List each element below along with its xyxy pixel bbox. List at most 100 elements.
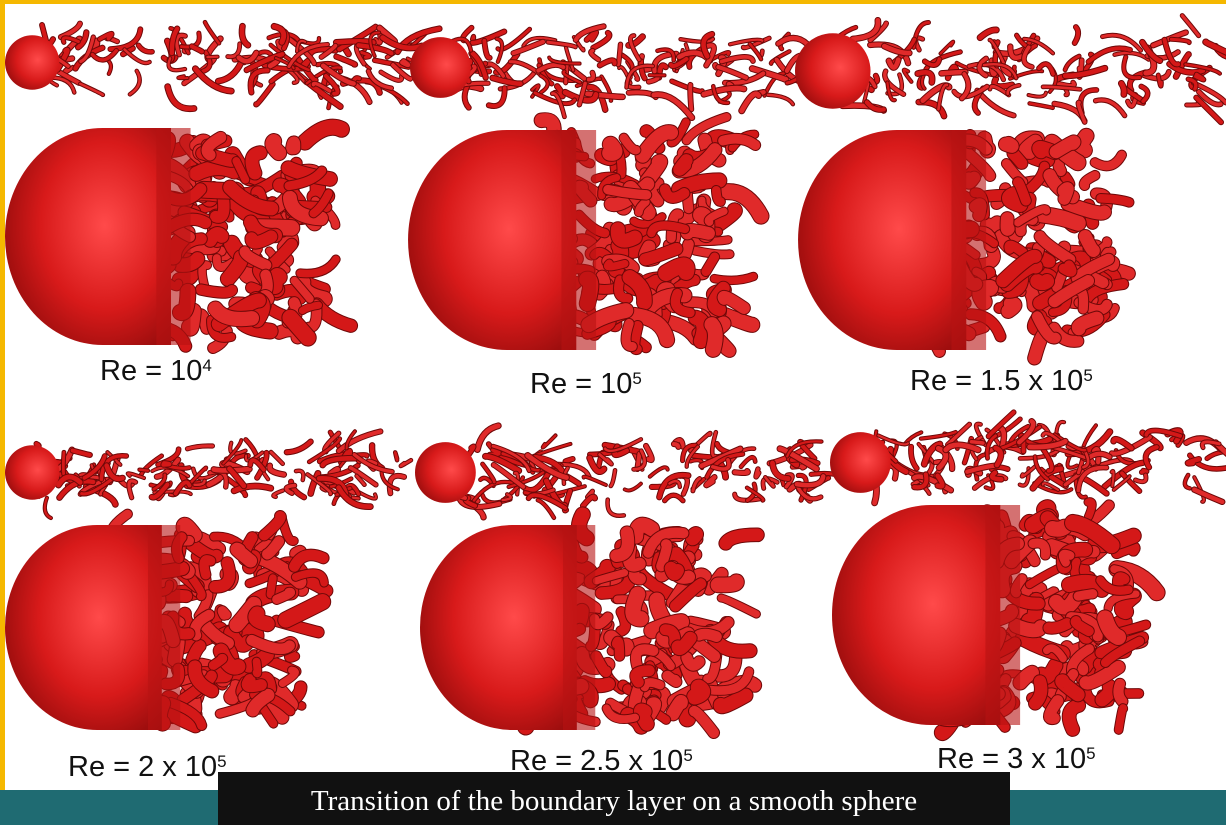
vortex: [192, 646, 200, 660]
vortex: [687, 230, 709, 233]
vortex: [735, 471, 748, 473]
caption: Transition of the boundary layer on a sm…: [311, 785, 917, 817]
vortex: [1007, 219, 1008, 230]
vortex: [673, 701, 681, 713]
vortex: [1006, 144, 1012, 147]
label-exponent: 5: [217, 752, 226, 771]
vortex: [1035, 681, 1041, 703]
vortex: [1049, 624, 1067, 628]
vortex: [987, 223, 997, 227]
vortex: [1080, 291, 1084, 309]
label-exponent: 5: [632, 369, 641, 388]
vortex: [273, 141, 279, 152]
vortex: [718, 582, 737, 585]
vortex: [1121, 83, 1124, 94]
label-base: Re = 10: [530, 368, 632, 400]
transition-band: [156, 128, 190, 345]
vortex: [683, 244, 688, 255]
sphere: [415, 442, 476, 503]
transition-band: [148, 525, 180, 730]
vortex: [1057, 272, 1063, 287]
vortex: [472, 36, 473, 39]
vortex: [610, 144, 615, 153]
sphere: [830, 432, 891, 493]
vortex: [222, 611, 226, 616]
vortex: [1053, 527, 1065, 529]
vortex: [1037, 281, 1047, 283]
vortex: [696, 318, 704, 341]
vortex: [140, 470, 148, 471]
vortex: [197, 168, 235, 174]
vortex: [633, 594, 641, 619]
vortex: [257, 662, 258, 674]
vortex: [1081, 136, 1086, 150]
sphere: [410, 37, 471, 98]
vortex: [292, 143, 294, 149]
transition-band: [561, 130, 596, 350]
reynolds-label: Re = 3 x 105: [937, 743, 1096, 775]
vortex: [666, 265, 686, 273]
label-exponent: 4: [202, 356, 211, 375]
label-exponent: 5: [683, 746, 692, 765]
vortex: [237, 549, 251, 561]
vortex: [395, 452, 397, 460]
vortex: [693, 534, 696, 538]
label-exponent: 5: [1083, 366, 1092, 385]
reynolds-label: Re = 2 x 105: [68, 751, 227, 783]
reynolds-label: Re = 2.5 x 105: [510, 745, 693, 777]
vortex: [617, 641, 620, 656]
wake-closeup: [408, 117, 761, 351]
sphere: [795, 33, 871, 109]
vortex: [1080, 60, 1082, 72]
vortex: [163, 463, 169, 465]
vortex: [671, 568, 677, 574]
label-base: Re = 2.5 x 10: [510, 745, 683, 777]
vortex: [657, 600, 664, 620]
vortex: [210, 234, 222, 241]
vortex: [618, 44, 620, 64]
label-base: Re = 2 x 10: [68, 751, 217, 783]
vortex: [645, 682, 660, 686]
vortex: [201, 290, 232, 293]
vortex: [679, 160, 686, 169]
slide: Transition of the boundary layer on a sm…: [0, 0, 1226, 825]
vortex: [252, 237, 272, 243]
vortex: [608, 263, 625, 266]
vortex: [1101, 198, 1129, 202]
vortex: [695, 687, 702, 696]
reynolds-label: Re = 104: [100, 355, 212, 387]
vortex: [687, 658, 699, 666]
label-base: Re = 10: [100, 355, 202, 387]
vortex: [1118, 684, 1122, 702]
vortex: [1013, 153, 1022, 163]
sphere: [5, 445, 59, 499]
left-border: [0, 0, 5, 825]
vortex: [1042, 215, 1078, 223]
transition-band: [563, 525, 595, 730]
vortex: [641, 710, 647, 724]
vortex: [270, 578, 272, 594]
vortex: [971, 442, 983, 443]
vortex: [595, 617, 608, 624]
vortex: [247, 680, 261, 687]
vortex: [1063, 554, 1070, 562]
vortex: [1119, 708, 1124, 730]
vortex: [566, 459, 573, 461]
vortex: [608, 190, 647, 195]
vortex: [275, 276, 279, 287]
transition-band: [985, 505, 1020, 725]
vortex: [207, 57, 217, 58]
vortex: [1085, 236, 1093, 250]
sphere: [5, 35, 59, 89]
vortex: [1142, 470, 1147, 472]
vortex: [1008, 304, 1014, 311]
vortex: [1078, 594, 1093, 596]
vortex: [712, 325, 715, 350]
label-base: Re = 1.5 x 10: [910, 365, 1083, 397]
vortex: [402, 61, 408, 65]
vortex: [756, 469, 759, 477]
vortex: [1064, 188, 1068, 199]
vortex: [1009, 245, 1023, 252]
vortex: [690, 85, 691, 109]
vortex: [714, 276, 753, 280]
